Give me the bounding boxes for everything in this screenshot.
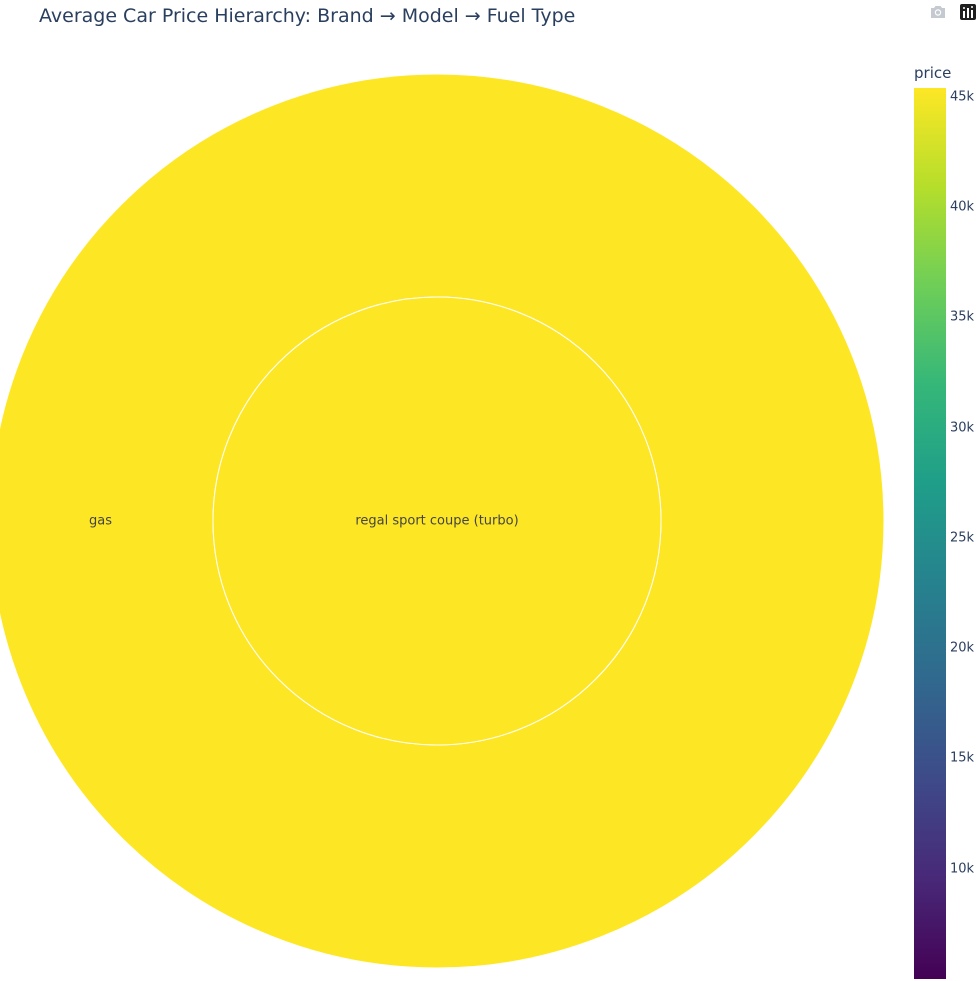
colorbar-tick-35k: 35k bbox=[950, 309, 975, 325]
sunburst-segment-model[interactable] bbox=[212, 296, 662, 746]
modebar bbox=[928, 0, 978, 24]
colorbar-gradient bbox=[914, 88, 946, 979]
chart-title: Average Car Price Hierarchy: Brand → Mod… bbox=[39, 5, 576, 27]
camera-icon[interactable] bbox=[928, 2, 948, 22]
sunburst-label-fuel: gas bbox=[89, 514, 112, 529]
plotly-logo-icon[interactable] bbox=[958, 2, 978, 22]
sunburst-label-model: regal sport coupe (turbo) bbox=[355, 514, 518, 529]
colorbar-title: price bbox=[914, 64, 952, 82]
colorbar-tick-30k: 30k bbox=[950, 420, 975, 436]
colorbar-tick-25k: 25k bbox=[950, 530, 975, 546]
colorbar-tick-15k: 15k bbox=[950, 750, 975, 766]
colorbar-tick-45k: 45k bbox=[950, 89, 975, 105]
colorbar-tick-20k: 20k bbox=[950, 640, 975, 656]
colorbar-tick-10k: 10k bbox=[950, 861, 975, 877]
sunburst-plot: regal sport coupe (turbo) gas bbox=[0, 73, 885, 969]
colorbar-tick-40k: 40k bbox=[950, 199, 975, 215]
